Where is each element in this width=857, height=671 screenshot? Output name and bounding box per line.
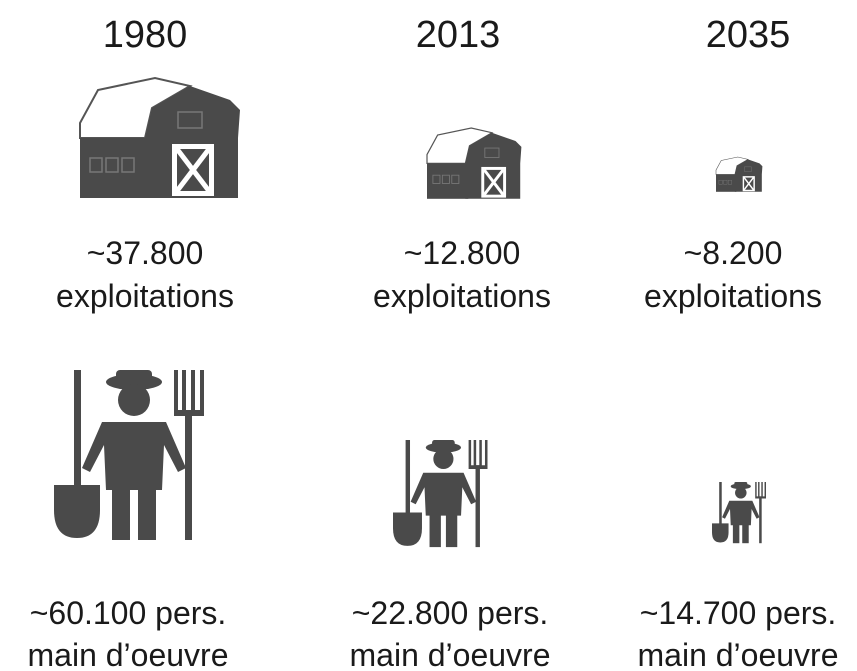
workers-label: main d’oeuvre [638, 637, 839, 671]
farms-count: ~12.800 [404, 235, 521, 271]
farms-label: exploitations [373, 278, 551, 314]
workers-count: ~22.800 pers. [352, 595, 549, 631]
year: 1980 [103, 14, 188, 56]
farms-label: exploitations [56, 278, 234, 314]
barn-icon [425, 126, 523, 201]
workers-count: ~14.700 pers. [640, 595, 837, 631]
workers-label: main d’oeuvre [28, 637, 229, 671]
barn-icon [80, 78, 240, 198]
farmer-icon [393, 440, 488, 548]
year: 2035 [706, 14, 791, 56]
barn-icon [715, 156, 764, 193]
farms-count: ~8.200 [684, 235, 783, 271]
workers-label: main d’oeuvre [350, 637, 551, 671]
year: 2013 [416, 14, 501, 56]
farmer-icon [54, 370, 204, 540]
farmer-icon [712, 482, 766, 544]
farms-count: ~37.800 [87, 235, 204, 271]
farms-label: exploitations [644, 278, 822, 314]
workers-count: ~60.100 pers. [30, 595, 227, 631]
